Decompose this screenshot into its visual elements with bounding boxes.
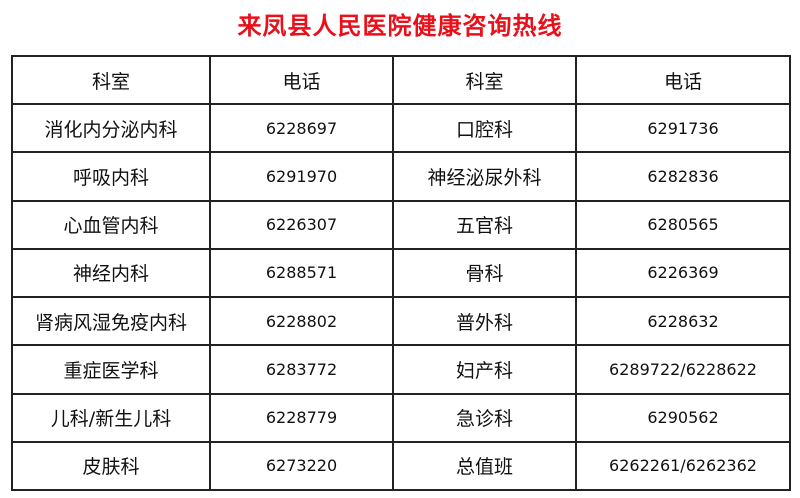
dept-left-cell: 心血管内科	[11, 199, 211, 250]
header-phone-left: 电话	[209, 54, 394, 106]
phone-left-cell: 6228697	[209, 103, 394, 154]
dept-right-cell: 普外科	[392, 296, 577, 347]
table-row: 皮肤科 6273220 总值班 6262261/6262362	[11, 440, 791, 492]
table-row: 消化内分泌内科 6228697 口腔科 6291736	[11, 103, 791, 154]
table-header-row: 科室 电话 科室 电话	[11, 54, 791, 106]
table-row: 儿科/新生儿科 6228779 急诊科 6290562	[11, 392, 791, 443]
dept-right-cell: 总值班	[392, 440, 577, 492]
dept-right-cell: 口腔科	[392, 103, 577, 154]
page-title: 来凤县人民医院健康咨询热线	[237, 11, 563, 40]
table-row: 肾病风湿免疫内科 6228802 普外科 6228632	[11, 296, 791, 347]
phone-left-cell: 6273220	[209, 440, 394, 492]
phone-right-cell: 6291736	[575, 103, 791, 154]
dept-right-cell: 急诊科	[392, 392, 577, 443]
dept-left-cell: 神经内科	[11, 247, 211, 299]
phone-left-cell: 6226307	[209, 199, 394, 250]
header-phone-right: 电话	[575, 54, 791, 106]
table-row: 心血管内科 6226307 五官科 6280565	[11, 199, 791, 250]
phone-right-cell: 6290562	[575, 392, 791, 443]
phone-right-cell: 6282836	[575, 151, 791, 202]
header-dept-right: 科室	[392, 54, 577, 106]
phone-right-cell: 6289722/6228622	[575, 344, 791, 395]
dept-right-cell: 妇产科	[392, 344, 577, 395]
dept-left-cell: 消化内分泌内科	[11, 103, 211, 154]
phone-left-cell: 6228779	[209, 392, 394, 443]
phone-right-cell: 6228632	[575, 296, 791, 347]
phone-right-cell: 6262261/6262362	[575, 440, 791, 492]
dept-right-cell: 神经泌尿外科	[392, 151, 577, 202]
dept-right-cell: 五官科	[392, 199, 577, 250]
dept-right-cell: 骨科	[392, 247, 577, 299]
phone-left-cell: 6228802	[209, 296, 394, 347]
phone-left-cell: 6288571	[209, 247, 394, 299]
phone-left-cell: 6291970	[209, 151, 394, 202]
header-dept-left: 科室	[11, 54, 211, 106]
table-row: 重症医学科 6283772 妇产科 6289722/6228622	[11, 344, 791, 395]
table-body: 科室 电话 科室 电话 消化内分泌内科 6228697 口腔科 6291736 呼吸内科…	[11, 54, 791, 492]
dept-left-cell: 呼吸内科	[11, 151, 211, 202]
hotline-table: 科室 电话 科室 电话 消化内分泌内科 6228697 口腔科 6291736 呼吸内科…	[11, 54, 791, 492]
dept-left-cell: 重症医学科	[11, 344, 211, 395]
table-row: 呼吸内科 6291970 神经泌尿外科 6282836	[11, 151, 791, 202]
dept-left-cell: 皮肤科	[11, 440, 211, 492]
phone-right-cell: 6226369	[575, 247, 791, 299]
table-row: 神经内科 6288571 骨科 6226369	[11, 247, 791, 299]
dept-left-cell: 肾病风湿免疫内科	[11, 296, 211, 347]
phone-right-cell: 6280565	[575, 199, 791, 250]
dept-left-cell: 儿科/新生儿科	[11, 392, 211, 443]
phone-left-cell: 6283772	[209, 344, 394, 395]
